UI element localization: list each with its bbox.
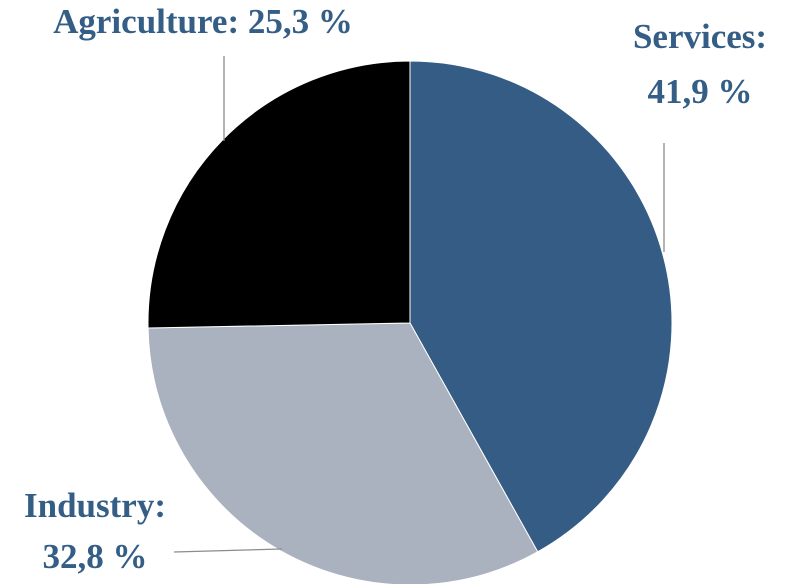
pie-slice-services [409, 60, 673, 553]
leader-lines [173, 56, 665, 553]
data-label-services-line-1: Services: [633, 17, 767, 56]
pie-slice-industry [147, 322, 539, 584]
data-label-services-line-2: 41,9 % [648, 72, 753, 111]
data-label-industry-line-2: 32,8 % [43, 537, 148, 576]
leader-line-industry [173, 548, 283, 553]
data-labels: Services: 41,9 % Industry: 32,8 % Agricultur… [24, 2, 767, 576]
data-label-agriculture-line-1: Agriculture: 25,3 % [53, 2, 353, 41]
pie-slices [147, 60, 673, 584]
pie-slice-agriculture [147, 60, 411, 329]
data-label-industry-line-1: Industry: [24, 486, 166, 525]
